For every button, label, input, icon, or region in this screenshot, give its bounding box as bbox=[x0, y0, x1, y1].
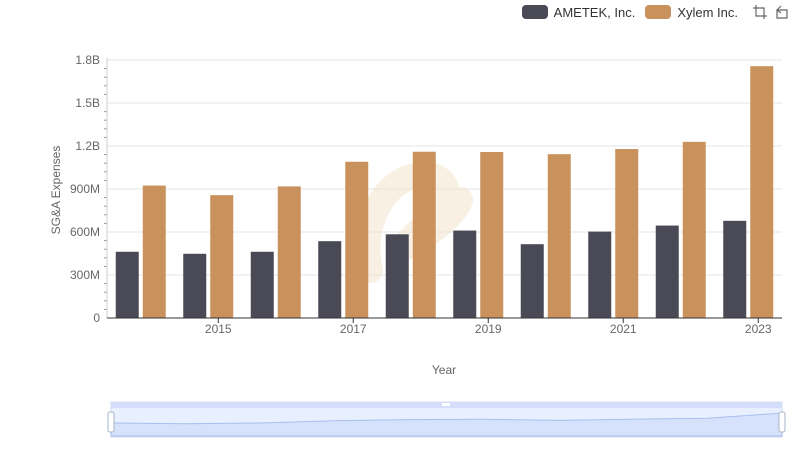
bar-xylem-2021 bbox=[615, 149, 639, 318]
bar-ametek-2020 bbox=[520, 244, 544, 318]
y-tick-label: 1.2B bbox=[75, 139, 100, 153]
bar-xylem-2019 bbox=[480, 152, 504, 318]
legend: AMETEK, Inc. Xylem Inc. bbox=[521, 4, 790, 20]
legend-swatch-ametek bbox=[521, 5, 548, 19]
toolbox bbox=[752, 4, 790, 20]
y-axis-title: SG&A Expenses bbox=[49, 146, 63, 235]
bar-ametek-2017 bbox=[318, 241, 342, 318]
axes bbox=[106, 58, 782, 323]
data-zoom-icon[interactable] bbox=[752, 4, 768, 20]
bar-xylem-2023 bbox=[750, 66, 774, 318]
x-tick-labels: 2015 2017 2019 2021 2023 bbox=[205, 322, 772, 336]
bar-ametek-2014 bbox=[115, 251, 139, 318]
bar-ametek-2016 bbox=[250, 251, 274, 318]
zoom-handle-right[interactable] bbox=[778, 411, 786, 433]
legend-item-ametek[interactable]: AMETEK, Inc. bbox=[521, 4, 636, 20]
y-tick-label: 300M bbox=[70, 268, 100, 282]
bar-xylem-2018 bbox=[412, 151, 436, 318]
y-tick-label: 0 bbox=[93, 311, 100, 325]
bar-xylem-2014 bbox=[142, 185, 166, 318]
legend-label-xylem: Xylem Inc. bbox=[677, 4, 738, 20]
bar-ametek-2019 bbox=[453, 230, 477, 318]
y-tick-label: 900M bbox=[70, 182, 100, 196]
x-tick-label: 2017 bbox=[340, 322, 367, 336]
x-tick-label: 2015 bbox=[205, 322, 232, 336]
legend-label-ametek: AMETEK, Inc. bbox=[553, 4, 636, 20]
zoom-grip[interactable] bbox=[442, 403, 450, 406]
y-tick-label: 1.5B bbox=[75, 96, 100, 110]
bar-xylem-2022 bbox=[682, 141, 706, 318]
bar-xylem-2017 bbox=[345, 161, 369, 318]
x-tick-label: 2019 bbox=[475, 322, 502, 336]
bar-ametek-2021 bbox=[588, 231, 612, 318]
legend-swatch-xylem bbox=[645, 5, 672, 19]
watermark-logo bbox=[354, 161, 473, 283]
x-axis-title: Year bbox=[432, 363, 456, 377]
legend-item-xylem[interactable]: Xylem Inc. bbox=[645, 5, 738, 20]
bar-xylem-2020 bbox=[547, 154, 571, 318]
y-tick-labels: 0 300M 600M 900M 1.2B 1.5B 1.8B bbox=[70, 53, 100, 325]
bar-ametek-2018 bbox=[385, 234, 409, 318]
bar-ametek-2022 bbox=[655, 225, 679, 318]
bars bbox=[115, 66, 774, 318]
data-zoom-slider[interactable] bbox=[107, 401, 786, 438]
bar-ametek-2023 bbox=[723, 220, 747, 318]
restore-icon[interactable] bbox=[774, 4, 790, 20]
x-tick-label: 2023 bbox=[745, 322, 772, 336]
x-tick-label: 2021 bbox=[610, 322, 637, 336]
y-tick-label: 600M bbox=[70, 225, 100, 239]
bar-xylem-2015 bbox=[210, 195, 234, 318]
y-tick-label: 1.8B bbox=[75, 53, 100, 67]
bar-ametek-2015 bbox=[183, 253, 207, 318]
bar-xylem-2016 bbox=[277, 186, 301, 318]
zoom-handle-left[interactable] bbox=[107, 411, 115, 433]
